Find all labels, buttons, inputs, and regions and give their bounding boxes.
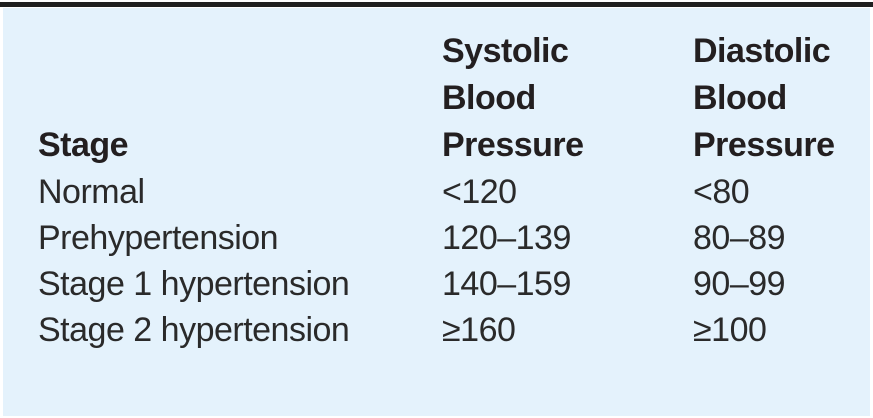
systolic-cell: 120–139 — [442, 219, 571, 257]
diastolic-cell: 80–89 — [693, 219, 786, 257]
systolic-cell: <120 — [442, 173, 517, 211]
diastolic-cell: <80 — [693, 173, 750, 211]
diastolic-cell: 90–99 — [693, 265, 786, 303]
table-row: Normal <120 <80 — [38, 169, 870, 215]
table-panel: Stage Systolic Blood Pressure Diastolic … — [3, 8, 870, 416]
diastolic-cell: ≥100 — [693, 311, 767, 349]
stage-cell: Stage 2 hypertension — [38, 311, 350, 349]
table-row: Prehypertension 120–139 80–89 — [38, 215, 870, 261]
table-row: Stage 1 hypertension 140–159 90–99 — [38, 261, 870, 307]
column-header-stage: Stage — [38, 126, 129, 164]
systolic-cell: ≥160 — [442, 311, 516, 349]
column-header-systolic: Systolic Blood Pressure — [442, 32, 584, 164]
stage-cell: Prehypertension — [38, 219, 279, 257]
stage-cell: Normal — [38, 173, 145, 211]
blood-pressure-table: Stage Systolic Blood Pressure Diastolic … — [3, 8, 870, 353]
stage-cell: Stage 1 hypertension — [38, 265, 350, 303]
systolic-cell: 140–159 — [442, 265, 571, 303]
top-rule-divider — [0, 2, 873, 7]
table-row: Stage 2 hypertension ≥160 ≥100 — [38, 307, 870, 353]
column-header-diastolic: Diastolic Blood Pressure — [693, 32, 835, 164]
table-header-row: Stage Systolic Blood Pressure Diastolic … — [38, 28, 870, 169]
